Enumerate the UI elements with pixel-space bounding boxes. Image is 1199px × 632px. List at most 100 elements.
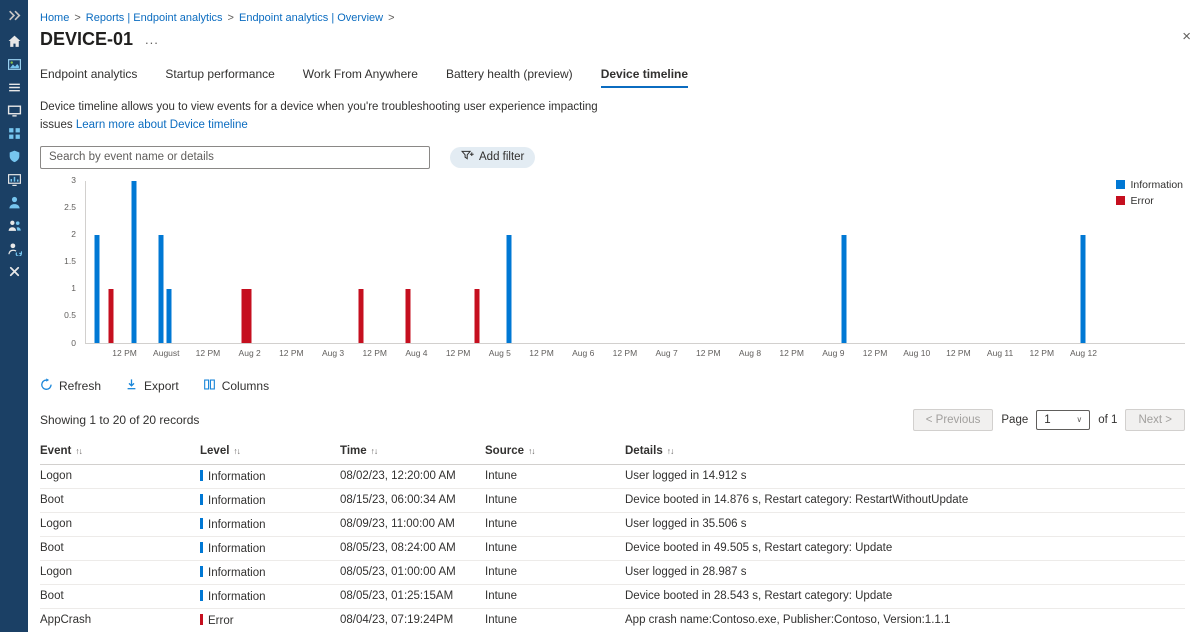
event-bar[interactable]	[166, 288, 172, 343]
x-tick-label: 12 PM	[779, 347, 804, 358]
all-services-icon[interactable]	[4, 77, 24, 97]
column-label: Source	[485, 444, 524, 457]
x-tick-label: Aug 2	[238, 347, 261, 358]
event-bar[interactable]	[405, 288, 411, 343]
breadcrumb-separator: >	[227, 12, 234, 24]
table-row[interactable]: Logon Information 08/02/23, 12:20:00 AM Int…	[40, 464, 1185, 489]
sort-icon: ↑↓	[528, 445, 535, 456]
table-row[interactable]: Logon Information 08/05/23, 01:00:00 AM Int…	[40, 560, 1185, 585]
legend-swatch-icon	[1116, 196, 1126, 206]
source-cell: Intune	[485, 560, 625, 585]
learn-more-link[interactable]: Learn more about Device timeline	[75, 118, 248, 131]
table-row[interactable]: AppCrash Error 08/04/23, 07:19:24PM Intune A…	[40, 608, 1185, 632]
legend-item[interactable]: Error	[1116, 195, 1183, 207]
column-header-details[interactable]: Details ↑↓	[625, 437, 1185, 465]
troubleshooting-icon[interactable]	[4, 261, 24, 281]
plot-area	[85, 180, 1185, 344]
x-tick-label: 12 PM	[946, 347, 971, 358]
y-tick-label: 2	[71, 228, 76, 239]
event-bar[interactable]	[131, 180, 137, 343]
refresh-button[interactable]: Refresh	[40, 377, 101, 394]
details-cell: Device booted in 28.543 s, Restart categ…	[625, 584, 1185, 609]
event-bar[interactable]	[474, 288, 480, 343]
event-bar[interactable]	[108, 288, 114, 343]
level-cell: Information	[200, 488, 340, 513]
time-cell: 08/05/23, 01:25:15AM	[340, 584, 485, 609]
table-row[interactable]: Boot Information 08/05/23, 01:25:15AM Intun…	[40, 584, 1185, 609]
source-cell: Intune	[485, 488, 625, 513]
title-row: DEVICE-01 ...	[40, 29, 1185, 50]
breadcrumb-link[interactable]: Endpoint analytics | Overview	[238, 12, 384, 24]
page-select[interactable]: 1 ∨	[1036, 409, 1091, 430]
y-tick-label: 0	[71, 337, 76, 348]
event-bar[interactable]	[841, 234, 847, 343]
legend-label: Error	[1130, 194, 1154, 207]
x-tick-label: 12 PM	[612, 347, 638, 358]
command-bar: Refresh Export Columns	[40, 377, 1185, 394]
main-content: Home > Reports | Endpoint analytics > Endpoi…	[28, 0, 1199, 632]
column-label: Level	[200, 444, 230, 457]
breadcrumb: Home > Reports | Endpoint analytics > Endpoi…	[40, 12, 1185, 24]
level-cell: Error	[200, 608, 340, 632]
event-bar[interactable]	[246, 288, 252, 343]
search-input[interactable]	[40, 145, 430, 169]
details-cell: App crash name:Contoso.exe, Publisher:Co…	[625, 608, 1185, 632]
chevron-double-right-icon[interactable]	[4, 5, 24, 25]
endpoint-security-icon[interactable]	[4, 146, 24, 166]
column-header-time[interactable]: Time ↑↓	[340, 437, 485, 465]
tenant-admin-icon[interactable]	[4, 238, 24, 258]
x-tick-label: 12 PM	[112, 347, 137, 358]
event-bar[interactable]	[506, 234, 512, 343]
column-header-event[interactable]: Event ↑↓	[40, 437, 200, 465]
more-options-button[interactable]: ...	[145, 32, 159, 47]
event-bar[interactable]	[1080, 234, 1086, 343]
tab-endpoint-analytics[interactable]: Endpoint analytics	[40, 67, 138, 81]
tab-work-from-anywhere[interactable]: Work From Anywhere	[302, 67, 418, 81]
time-cell: 08/05/23, 08:24:00 AM	[340, 536, 485, 561]
time-cell: 08/02/23, 12:20:00 AM	[340, 464, 485, 489]
x-tick-label: 12 PM	[862, 347, 888, 358]
event-bar[interactable]	[241, 288, 247, 343]
filter-icon	[460, 149, 474, 165]
event-bar[interactable]	[94, 234, 100, 343]
legend-item[interactable]: Information	[1116, 179, 1183, 191]
sort-icon: ↑↓	[233, 445, 240, 456]
apps-icon[interactable]	[4, 123, 24, 143]
column-header-level[interactable]: Level ↑↓	[200, 437, 340, 465]
table-row[interactable]: Boot Information 08/15/23, 06:00:34 AM Intu…	[40, 488, 1185, 513]
breadcrumb-separator: >	[74, 12, 81, 24]
breadcrumb-link[interactable]: Reports | Endpoint analytics	[85, 12, 223, 24]
level-indicator-icon	[200, 541, 203, 553]
reports-icon[interactable]	[4, 169, 24, 189]
sort-icon: ↑↓	[370, 445, 378, 456]
breadcrumb-link[interactable]: Home	[40, 12, 70, 24]
export-button[interactable]: Export	[125, 378, 179, 394]
x-tick-label: 12 PM	[445, 347, 471, 358]
add-filter-button[interactable]: Add filter	[450, 146, 536, 168]
column-label: Details	[625, 444, 663, 457]
users-icon[interactable]	[4, 192, 24, 212]
next-page-button[interactable]: Next >	[1125, 408, 1185, 431]
previous-page-button[interactable]: < Previous	[912, 408, 994, 431]
event-bar[interactable]	[158, 234, 164, 343]
dashboard-icon[interactable]	[4, 54, 24, 74]
close-icon[interactable]: ×	[1182, 28, 1191, 45]
column-header-source[interactable]: Source ↑↓	[485, 437, 625, 465]
tab-startup-performance[interactable]: Startup performance	[165, 67, 275, 81]
description-body: Device timeline allows you to view event…	[40, 101, 598, 131]
y-tick-label: 1	[71, 283, 76, 294]
tab-device-timeline[interactable]: Device timeline	[600, 67, 689, 88]
tab-battery-health-preview-[interactable]: Battery health (preview)	[445, 67, 573, 81]
table-row[interactable]: Boot Information 08/05/23, 08:24:00 AM Intu…	[40, 536, 1185, 561]
devices-icon[interactable]	[4, 100, 24, 120]
groups-icon[interactable]	[4, 215, 24, 235]
time-cell: 08/09/23, 11:00:00 AM	[340, 512, 485, 537]
columns-button[interactable]: Columns	[203, 378, 269, 394]
home-icon[interactable]	[4, 31, 24, 51]
x-tick-label: Aug 11	[986, 347, 1014, 358]
event-cell: Boot	[40, 584, 200, 609]
page-select-value: 1	[1044, 413, 1051, 426]
table-row[interactable]: Logon Information 08/09/23, 11:00:00 AM Int…	[40, 512, 1185, 537]
event-bar[interactable]	[358, 288, 364, 343]
